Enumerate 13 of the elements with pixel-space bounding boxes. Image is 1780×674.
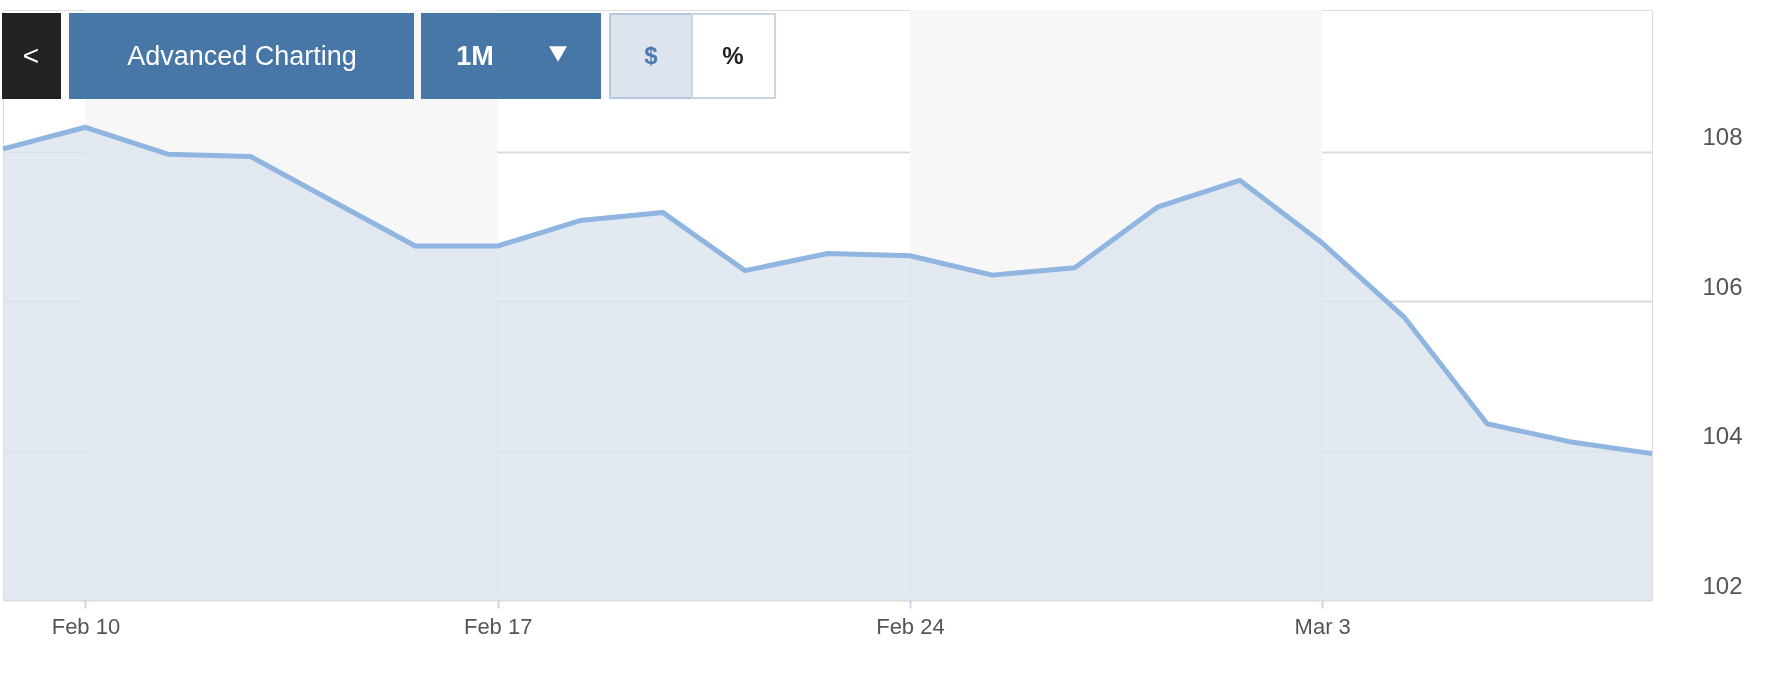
x-tick-label: Feb 17 — [463, 613, 533, 639]
x-tick-label: Feb 10 — [51, 613, 121, 639]
annotation: Advanced Charting — [127, 41, 357, 71]
y-tick-label: 102 — [1702, 571, 1743, 599]
x-tick-label: Feb 24 — [876, 613, 945, 639]
y-tick-label: 106 — [1702, 272, 1743, 300]
annotation: 1M — [456, 41, 494, 71]
annotation: $ — [644, 42, 659, 69]
x-tick-label: Mar 3 — [1294, 613, 1351, 639]
annotation: < — [22, 40, 40, 71]
y-tick-label: 108 — [1702, 123, 1743, 151]
y-tick-label: 104 — [1702, 422, 1743, 450]
annotation: % — [722, 42, 744, 69]
